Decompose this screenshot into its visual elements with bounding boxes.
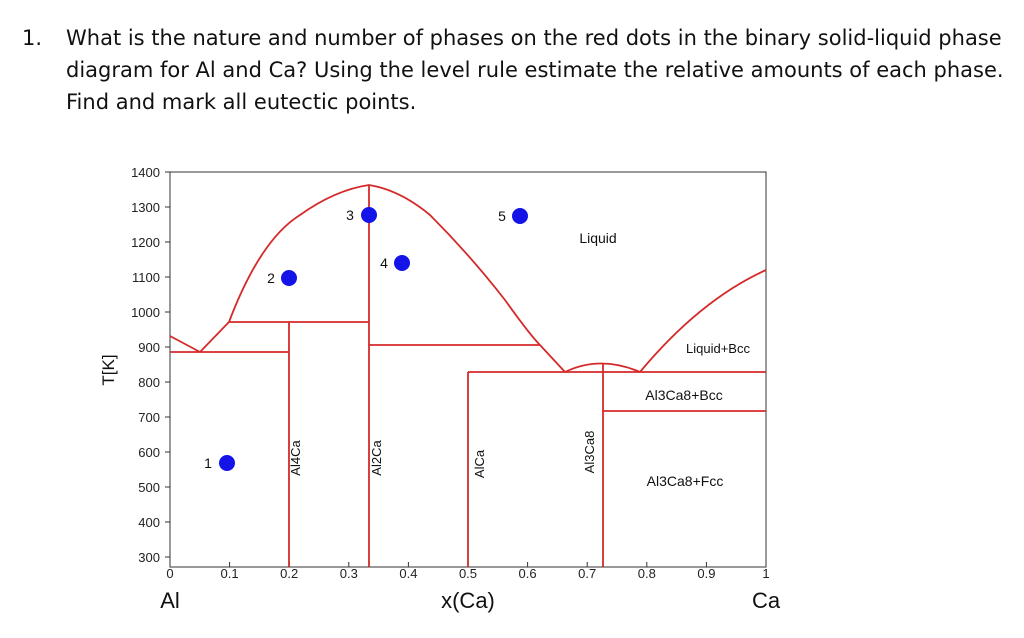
- x-tick-label: 0.9: [697, 566, 715, 581]
- x-tick-label: 0.6: [519, 566, 537, 581]
- y-tick-label: 1200: [131, 235, 160, 250]
- region-label-liquid-bcc: Liquid+Bcc: [686, 341, 750, 356]
- y-tick-label: 1300: [131, 200, 160, 215]
- point-label: 4: [380, 255, 388, 271]
- region-label-al3ca8-fcc: Al3Ca8+Fcc: [647, 473, 724, 489]
- point-label: 5: [498, 208, 506, 224]
- x-tick-label: 0.1: [221, 566, 239, 581]
- y-tick-label: 600: [138, 445, 160, 460]
- y-tick-label: 1400: [131, 165, 160, 180]
- x-tick-label: 0.8: [638, 566, 656, 581]
- phase-boundaries: [169, 184, 767, 567]
- point-marker: [219, 455, 235, 471]
- point-label: 1: [204, 455, 212, 471]
- question-number: 1.: [22, 26, 43, 50]
- liquidus-segment: [199, 321, 230, 353]
- y-tick-label: 1000: [131, 305, 160, 320]
- point-label: 2: [267, 270, 275, 286]
- y-tick-label: 400: [138, 515, 160, 530]
- region-label-al3ca8-bcc: Al3Ca8+Bcc: [645, 387, 722, 403]
- y-tick-label: 900: [138, 340, 160, 355]
- compound-label-alca: AlCa: [472, 449, 487, 478]
- point-label: 3: [346, 207, 354, 223]
- state-points: 1 2 3 4 5: [204, 207, 528, 471]
- al-end-label: Al: [160, 588, 180, 613]
- compound-label-al2ca: Al2Ca: [369, 440, 384, 476]
- x-axis: 0 0.1 0.2 0.3 0.4 0.5 0.6 0.7 0.8 0.9 1: [166, 562, 770, 581]
- question-text: What is the nature and number of phases …: [66, 26, 1004, 114]
- x-tick-label: 0.7: [578, 566, 596, 581]
- y-tick-label: 800: [138, 375, 160, 390]
- compound-label-al3ca8: Al3Ca8: [582, 431, 597, 474]
- x-tick-label: 0.2: [280, 566, 298, 581]
- compound-label-al4ca: Al4Ca: [288, 440, 303, 476]
- y-tick-label: 500: [138, 480, 160, 495]
- region-label-liquid: Liquid: [579, 230, 616, 246]
- x-tick-label: 1: [762, 566, 769, 581]
- point-marker: [512, 208, 528, 224]
- x-tick-label: 0.5: [459, 566, 477, 581]
- y-tick-label: 300: [138, 550, 160, 565]
- point-marker: [361, 207, 377, 223]
- y-tick-label: 700: [138, 410, 160, 425]
- x-tick-label: 0.3: [340, 566, 358, 581]
- point-marker: [281, 270, 297, 286]
- y-tick-label: 1100: [132, 270, 160, 285]
- liquidus-dome: [228, 184, 566, 373]
- x-tick-label: 0.4: [399, 566, 417, 581]
- ca-liquidus: [639, 269, 767, 373]
- x-axis-title: x(Ca): [441, 588, 495, 613]
- ca-end-label: Ca: [752, 588, 781, 613]
- x-tick-label: 0: [166, 566, 173, 581]
- point-marker: [394, 255, 410, 271]
- al3ca8-dome: [564, 362, 641, 373]
- y-axis-title: T[K]: [99, 354, 118, 385]
- y-axis: 1400 1300 1200 1100 1000 900 800 700 600…: [131, 165, 170, 565]
- al-liquidus: [169, 335, 201, 353]
